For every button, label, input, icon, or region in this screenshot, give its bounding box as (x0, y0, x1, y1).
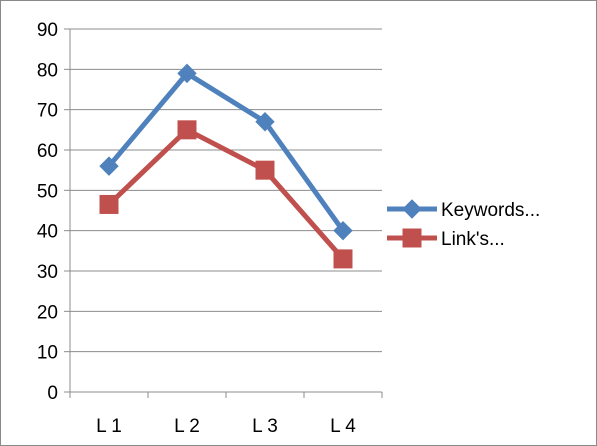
legend-marker (402, 228, 422, 248)
legend: Keywords... Link's... (387, 199, 540, 250)
y-tick-label: 50 (37, 181, 58, 202)
y-tick-label: 0 (47, 383, 58, 404)
y-tick-label: 30 (37, 262, 58, 283)
legend-marker (402, 199, 422, 219)
axes (64, 28, 383, 398)
y-axis-tick-labels: 0 10 20 30 40 50 60 70 80 90 (37, 20, 58, 404)
y-tick-label: 90 (37, 20, 58, 41)
legend-label: Keywords... (441, 200, 540, 221)
x-tick-label: L 1 (96, 416, 122, 437)
series-line (107, 127, 345, 261)
gridlines (70, 28, 382, 353)
data-point (255, 160, 275, 180)
x-axis-tick-labels: L 1 L 2 L 3 L 4 (96, 416, 356, 437)
y-tick-label: 20 (37, 302, 58, 323)
series-2 (99, 120, 353, 269)
series-line (107, 70, 346, 233)
series-lines (99, 63, 353, 269)
y-tick-label: 70 (37, 101, 58, 122)
data-point (177, 120, 197, 140)
legend-entry-2: Link's... (387, 228, 505, 250)
data-point (99, 156, 119, 176)
y-tick-label: 80 (37, 60, 58, 81)
x-tick-label: L 3 (252, 416, 278, 437)
data-point (255, 112, 275, 132)
y-tick-label: 10 (37, 343, 58, 364)
x-tick-label: L 4 (330, 416, 356, 437)
data-point (99, 194, 119, 214)
legend-label: Link's... (441, 229, 505, 250)
data-point (177, 63, 197, 84)
x-tick-label: L 2 (174, 416, 200, 437)
data-point (333, 220, 353, 241)
data-point (333, 249, 353, 269)
series-1 (99, 63, 353, 241)
y-tick-label: 60 (37, 141, 58, 162)
y-tick-label: 40 (37, 222, 58, 243)
legend-entry-1: Keywords... (387, 199, 540, 221)
